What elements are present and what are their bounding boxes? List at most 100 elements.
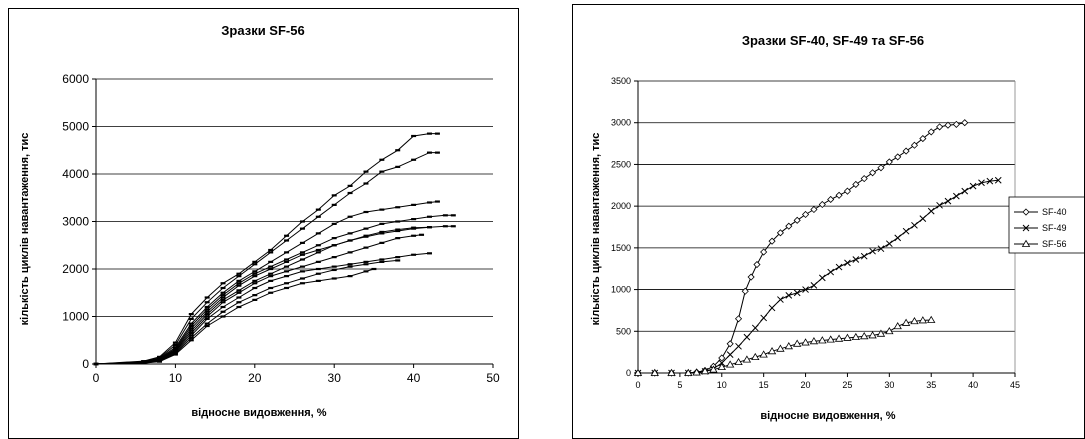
y-tick-label: 1000	[611, 285, 631, 295]
y-tick-label: 3500	[611, 76, 631, 86]
data-point	[869, 169, 877, 177]
data-point	[726, 351, 734, 358]
data-point	[910, 316, 919, 325]
data-point	[768, 237, 776, 245]
series-3	[93, 200, 440, 366]
data-point	[843, 187, 852, 195]
data-point	[810, 282, 818, 289]
data-point	[894, 153, 902, 161]
data-point	[801, 338, 810, 346]
data-point	[860, 252, 868, 260]
data-point	[885, 240, 893, 248]
series-6	[93, 226, 432, 366]
legend-marker	[1022, 208, 1030, 216]
data-point	[810, 205, 818, 214]
data-point	[919, 135, 927, 143]
x-tick-label: 30	[884, 380, 894, 390]
data-point	[876, 329, 886, 337]
y-axis-label: кількість циклів навантаження, тис	[19, 133, 31, 326]
data-point	[978, 179, 985, 187]
data-point	[725, 360, 735, 368]
series-line	[638, 179, 999, 374]
data-point	[852, 256, 860, 263]
chart-title: Зразки SF-40, SF-49 та SF-56	[742, 33, 924, 48]
data-point	[768, 304, 776, 312]
chart-sf40-sf49-sf56: Зразки SF-40, SF-49 та SF-56 відносне ви…	[590, 33, 1084, 422]
data-point	[747, 273, 755, 281]
data-point	[986, 177, 994, 185]
data-point	[784, 342, 793, 350]
data-point	[902, 227, 910, 235]
series-line	[95, 252, 430, 365]
data-point	[709, 365, 718, 373]
series-line	[638, 319, 932, 374]
data-point	[818, 336, 827, 344]
data-point	[734, 315, 743, 323]
data-point	[944, 121, 952, 129]
series-line	[95, 133, 438, 365]
legend-label: SF-40	[1042, 207, 1067, 217]
data-point	[818, 274, 826, 282]
data-point	[700, 367, 710, 375]
data-point	[952, 120, 960, 128]
series-line	[95, 234, 422, 365]
data-point	[994, 176, 1002, 184]
data-point	[760, 314, 768, 322]
data-point	[776, 344, 785, 352]
series-10	[93, 267, 377, 366]
data-point	[927, 315, 936, 323]
data-point	[893, 321, 902, 330]
data-point	[753, 260, 761, 269]
data-point	[759, 350, 768, 358]
data-point	[793, 216, 801, 224]
legend-item-sf-56: SF-56	[1014, 239, 1067, 249]
data-point	[792, 339, 802, 347]
data-point	[902, 147, 910, 155]
y-tick-label: 1500	[611, 243, 631, 253]
data-point	[851, 332, 861, 341]
chart-panel-sf56: Зразки SF-56 відносне видовження, % кіль…	[8, 8, 519, 439]
x-tick-label: 25	[842, 380, 852, 390]
series-line	[95, 152, 438, 365]
data-point	[885, 158, 893, 166]
data-point	[885, 326, 894, 335]
y-tick-label: 5000	[62, 120, 89, 134]
data-point	[684, 368, 693, 376]
data-point	[835, 191, 843, 199]
x-tick-label: 30	[328, 371, 342, 385]
data-point	[751, 352, 760, 361]
data-point	[826, 335, 835, 343]
legend-item-sf-49: SF-49	[1014, 223, 1067, 233]
x-tick-label: 40	[407, 371, 421, 385]
data-point	[793, 289, 801, 297]
x-axis-label: відносне видовження, %	[760, 410, 895, 422]
data-point	[911, 221, 918, 229]
data-point	[936, 123, 944, 131]
x-tick-label: 45	[1010, 380, 1020, 390]
y-tick-label: 2000	[62, 262, 89, 276]
data-point	[860, 331, 869, 340]
data-point	[717, 362, 726, 371]
data-point	[910, 141, 919, 149]
data-point	[802, 286, 809, 293]
data-point	[785, 222, 793, 230]
data-point	[860, 175, 868, 183]
legend-label: SF-56	[1042, 239, 1067, 249]
x-tick-label: 15	[759, 380, 769, 390]
x-tick-label: 35	[926, 380, 936, 390]
series-line	[95, 214, 454, 365]
data-point	[743, 333, 751, 341]
data-point	[843, 333, 852, 341]
data-point	[726, 340, 734, 348]
data-point	[834, 334, 844, 342]
series-line	[95, 259, 398, 365]
series-line	[95, 226, 430, 365]
data-point	[844, 259, 851, 267]
x-tick-label: 10	[169, 371, 183, 385]
data-point	[760, 248, 768, 256]
data-point	[894, 234, 902, 242]
x-tick-label: 0	[93, 371, 100, 385]
y-tick-label: 1000	[62, 310, 89, 324]
legend-item-sf-40: SF-40	[1014, 207, 1067, 217]
data-point	[927, 207, 935, 215]
